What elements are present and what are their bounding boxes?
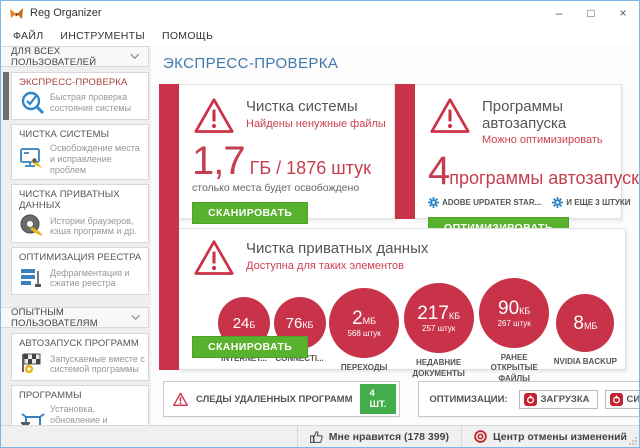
card-subtitle: Найдены ненужные файлы [246,117,386,130]
menu-help[interactable]: ПОМОЩЬ [161,29,214,42]
cleanup-caption: столько места будет освобождено [192,182,360,194]
power-icon [523,392,537,406]
traces-label: СЛЕДЫ УДАЛЕННЫХ ПРОГРАММ [196,393,353,405]
item-title: ПРОГРАММЫ [19,390,82,402]
item-desc: Истории браузеров, кэша программ и др. [50,215,137,237]
deleted-programs-traces-box[interactable]: СЛЕДЫ УДАЛЕННЫХ ПРОГРАММ 4 ШТ. [163,381,401,417]
warning-triangle-icon [173,392,188,406]
card-alert-stripe [395,84,415,219]
sidebar-item-private-data-cleanup[interactable]: ЧИСТКА ПРИВАТНЫХ ДАННЫХ Истории браузеро… [11,184,149,244]
warning-triangle-icon [194,98,234,133]
card-system-cleanup: Чистка системы Найдены ненужные файлы 1,… [159,84,395,224]
undo-center-button[interactable]: Центр отмены изменений [460,426,639,447]
optimizations-box: ОПТИМИЗАЦИИ: ЗАГРУЗКА СИСТЕМА ИНТЕРНЕТ [418,381,639,417]
card-subtitle: Доступна для таких элементов [246,259,404,272]
optimizations-label: ОПТИМИЗАЦИИ: [429,393,508,405]
sidebar-section-advanced-users[interactable]: ОПЫТНЫМ ПОЛЬЗОВАТЕЛЯМ [1,306,149,329]
thumbs-up-icon [309,430,323,443]
sidebar-item-system-cleanup[interactable]: ЧИСТКА СИСТЕМЫ Освобождение места и испр… [11,124,149,181]
cleanup-size-value: 1,7 ГБ / 1876 штук [192,139,371,183]
item-desc: Быстрая проверка состояния системы [50,92,132,113]
like-button[interactable]: Мне нравится (178 399) [296,426,461,447]
card-subtitle: Можно оптимизировать [482,134,603,146]
warning-triangle-icon [194,240,234,275]
minimize-button[interactable]: – [555,6,563,20]
card-title: Чистка системы [246,98,358,115]
scan-system-button[interactable]: СКАНИРОВАТЬ [192,202,309,224]
optimization-boot-button[interactable]: ЗАГРУЗКА [518,389,598,409]
chevron-down-icon [130,53,140,60]
warning-triangle-icon [430,98,470,133]
item-desc: Освобождение места и исправление проблем [50,143,140,175]
flag-gear-icon [22,353,41,374]
close-button[interactable]: × [619,6,627,20]
card-alert-stripe [159,219,179,370]
private-data-item[interactable]: 2МБ 568 штук ПЕРЕХОДЫ [329,288,400,373]
menu-bar: ФАЙЛ ИНСТРУМЕНТЫ ПОМОЩЬ [1,25,639,46]
sidebar-item-express-check[interactable]: ЭКСПРЕСС-ПРОВЕРКА Быстрая проверка состо… [3,72,149,120]
sidebar-item-programs[interactable]: ПРОГРАММЫ Установка, обновление и удален… [11,385,149,425]
section-label: ОПЫТНЫМ ПОЛЬЗОВАТЕЛЯМ [11,306,98,329]
title-bar: Reg Organizer – □ × [1,1,639,25]
main-content: ЭКСПРЕСС-ПРОВЕРКА Чистка си [151,46,639,425]
undo-center-icon [474,430,487,443]
scan-private-data-button[interactable]: СКАНИРОВАТЬ [192,336,309,358]
menu-tools[interactable]: ИНСТРУМЕНТЫ [60,29,145,42]
gear-icon [552,197,564,208]
private-data-item[interactable]: 8МБ NVIDIA BACKUP [554,294,617,367]
window-title: Reg Organizer [30,7,102,19]
private-data-item[interactable]: 90КБ 267 штук РАНЕЕ ОТКРЫТЫЕ ФАЙЛЫ [478,278,550,384]
status-bar: Мне нравится (178 399) Центр отмены изме… [1,425,639,447]
item-title: АВТОЗАПУСК ПРОГРАММ [19,338,139,350]
resize-grip[interactable] [629,437,637,445]
item-desc: Запускаемые вместе с системой программы [50,353,145,375]
menu-file[interactable]: ФАЙЛ [13,29,44,42]
item-title: ЭКСПРЕСС-ПРОВЕРКА [19,77,128,88]
item-desc: Дефрагментация и сжатие реестра [50,267,130,289]
private-data-items: 24Б INTERNET... 76КБ CONNECTI... 2МБ 568 … [192,278,625,384]
item-title: ОПТИМИЗАЦИЯ РЕЕСТРА [19,252,142,264]
defrag-icon [21,269,41,288]
chevron-down-icon [131,315,140,321]
private-data-item[interactable]: 217КБ 257 штук НЕДАВНИЕ ДОКУМЕНТЫ [403,283,475,379]
app-logo-icon [10,7,23,19]
power-icon [609,392,623,406]
item-desc: Установка, обновление и удаление програм… [50,404,108,425]
sidebar-item-autorun-programs[interactable]: АВТОЗАПУСК ПРОГРАММ Запускаемые вместе с… [11,333,149,382]
autorun-entries: ADOBE UPDATER STAR... И ЕЩЕ 3 ШТУКИ [428,197,631,208]
gear-icon [428,197,439,208]
item-title: ЧИСТКА ПРИВАТНЫХ ДАННЫХ [19,189,120,212]
optimization-system-button[interactable]: СИСТЕМА [604,389,639,409]
maximize-button[interactable]: □ [587,6,595,20]
sidebar-section-all-users[interactable]: ДЛЯ ВСЕХ ПОЛЬЗОВАТЕЛЕЙ [1,46,149,68]
card-alert-stripe [159,84,179,219]
item-title: ЧИСТКА СИСТЕМЫ [19,129,110,140]
card-autorun: Программы автозапуска Можно оптимизирова… [395,84,639,239]
card-title: Программы автозапуска [482,98,567,132]
sidebar: ДЛЯ ВСЕХ ПОЛЬЗОВАТЕЛЕЙ ЭКСПРЕСС-ПРОВЕРКА… [1,46,151,425]
card-title: Чистка приватных данных [246,240,429,257]
magnifier-check-icon [21,91,45,115]
section-label: ДЛЯ ВСЕХ ПОЛЬЗОВАТЕЛЕЙ [11,46,97,68]
autorun-entry-more[interactable]: И ЕЩЕ 3 ШТУКИ [552,197,631,208]
sidebar-item-registry-optimization[interactable]: ОПТИМИЗАЦИЯ РЕЕСТРА Дефрагментация и сжа… [11,247,149,296]
card-private-data: Чистка приватных данных Доступна для так… [159,219,629,383]
traces-count-badge: 4 ШТ. [359,384,397,414]
disc-brush-icon [20,214,43,237]
monitor-brush-icon [20,148,42,169]
package-trash-icon [21,412,45,425]
autorun-count-value: 4программы автозапуска [428,149,639,193]
page-title: ЭКСПРЕСС-ПРОВЕРКА [163,55,339,72]
autorun-entry[interactable]: ADOBE UPDATER STAR... [428,197,541,208]
